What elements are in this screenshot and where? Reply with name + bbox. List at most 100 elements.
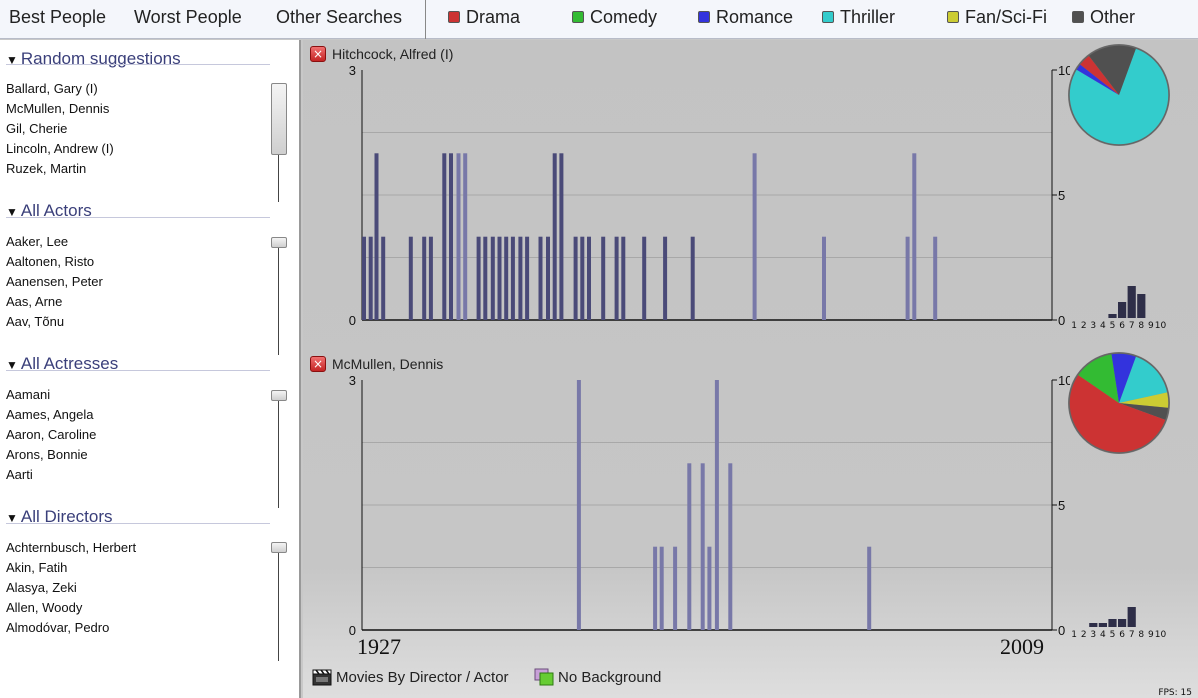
pie-slice — [1119, 403, 1169, 421]
list-item[interactable]: McMullen, Dennis — [6, 101, 110, 116]
list-item[interactable]: Ruzek, Martin — [6, 161, 87, 176]
list-item[interactable]: Aames, Angela — [6, 407, 94, 422]
timeline-bar[interactable] — [912, 153, 917, 320]
genre-drama[interactable]: Drama — [448, 7, 520, 28]
genre-other[interactable]: Other — [1072, 7, 1135, 28]
scrollbar-thumb[interactable] — [271, 390, 287, 401]
scrollbar-thumb[interactable] — [271, 542, 287, 553]
list-item[interactable]: Aarti — [6, 467, 33, 482]
timeline-bar[interactable] — [381, 236, 386, 320]
fps-counter: FPS: 15 — [1158, 688, 1192, 698]
timeline-bar[interactable] — [690, 236, 695, 320]
timeline-bar[interactable] — [456, 153, 461, 320]
timeline-bar[interactable] — [614, 236, 619, 320]
timeline-bar[interactable] — [653, 546, 658, 630]
scrollbar-thumb[interactable] — [271, 237, 287, 248]
scrollbar-track[interactable] — [278, 543, 279, 661]
list-item[interactable]: Achternbusch, Herbert — [6, 540, 137, 555]
scrollbar-track[interactable] — [278, 390, 279, 508]
genre-fan-scifi[interactable]: Fan/Sci-Fi — [947, 7, 1047, 28]
list-item[interactable]: Aaron, Caroline — [6, 427, 97, 442]
timeline-bar[interactable] — [663, 236, 668, 320]
section-all-actors[interactable]: ▼ All Actors — [6, 201, 92, 221]
list-item[interactable]: Gil, Cherie — [6, 121, 68, 136]
timeline-bar[interactable] — [504, 236, 509, 320]
list-item[interactable]: Akin, Fatih — [6, 560, 68, 575]
timeline-bar[interactable] — [867, 546, 872, 630]
list-item[interactable]: Almodóvar, Pedro — [6, 620, 110, 635]
list-item[interactable]: Alasya, Zeki — [6, 580, 77, 595]
list-item[interactable]: Aamani — [6, 387, 51, 402]
timeline-bar[interactable] — [822, 236, 826, 320]
timeline-bar[interactable] — [621, 236, 626, 320]
timeline-bar[interactable] — [408, 236, 413, 320]
list-item[interactable]: Aanensen, Peter — [6, 274, 103, 289]
list-item[interactable]: Aaltonen, Risto — [6, 254, 95, 269]
timeline-bar[interactable] — [497, 236, 502, 320]
timeline-bar[interactable] — [362, 236, 366, 320]
timeline-bar[interactable] — [601, 236, 606, 320]
timeline-bar[interactable] — [707, 546, 712, 630]
timeline-bar[interactable] — [428, 236, 433, 320]
timeline-bar[interactable] — [463, 153, 468, 320]
timeline-bar[interactable] — [642, 236, 647, 320]
movies-by-director-button[interactable]: Movies By Director / Actor — [312, 668, 509, 686]
timeline-bar[interactable] — [490, 236, 495, 320]
genre-comedy[interactable]: Comedy — [572, 7, 657, 28]
menu-worst-people[interactable]: Worst People — [134, 7, 242, 27]
timeline-bar[interactable] — [483, 236, 488, 320]
timeline-bar[interactable] — [573, 236, 578, 320]
list-item[interactable]: Aav, Tõnu — [6, 314, 65, 329]
timeline-bar[interactable] — [673, 546, 678, 630]
no-background-button[interactable]: No Background — [534, 668, 661, 686]
section-all-actresses[interactable]: ▼ All Actresses — [6, 354, 118, 374]
timeline-bar[interactable] — [700, 463, 705, 630]
timeline-bar[interactable] — [587, 236, 591, 320]
timeline-bar[interactable] — [525, 236, 530, 320]
scrollbar-thumb[interactable] — [271, 83, 287, 155]
timeline-bar[interactable] — [714, 380, 719, 630]
timeline-bar[interactable] — [905, 236, 910, 320]
timeline-bar[interactable] — [546, 236, 550, 320]
timeline-bar[interactable] — [422, 236, 427, 320]
list-item[interactable]: Aas, Arne — [6, 294, 63, 309]
timeline-bar[interactable] — [538, 236, 543, 320]
pie-slice — [1119, 392, 1170, 408]
right-axis-tick-label: 10 — [1058, 373, 1070, 388]
timeline-bar[interactable] — [687, 463, 692, 630]
timeline-bar[interactable] — [728, 463, 733, 630]
timeline-bar[interactable] — [368, 236, 373, 320]
genre-thriller[interactable]: Thriller — [822, 7, 895, 28]
timeline-bar[interactable] — [933, 236, 938, 320]
timeline-bar[interactable] — [576, 380, 581, 630]
comedy-swatch-icon — [572, 11, 584, 23]
timeline-bar[interactable] — [518, 236, 523, 320]
section-divider — [6, 217, 270, 218]
histogram-label: 1 — [1071, 630, 1077, 640]
timeline-bar[interactable] — [552, 153, 557, 320]
timeline-bar[interactable] — [476, 236, 481, 320]
list-item[interactable]: Ballard, Gary (I) — [6, 81, 98, 96]
timeline-bar[interactable] — [449, 153, 453, 320]
histogram-label: 7 — [1129, 630, 1135, 640]
timeline-bar[interactable] — [559, 153, 564, 320]
list-item[interactable]: Allen, Woody — [6, 600, 83, 615]
timeline-bar[interactable] — [752, 153, 757, 320]
list-item[interactable]: Aaker, Lee — [6, 234, 69, 249]
scrollbar-track[interactable] — [278, 237, 279, 355]
timeline-bar[interactable] — [659, 546, 664, 630]
genre-romance[interactable]: Romance — [698, 7, 793, 28]
section-all-directors[interactable]: ▼ All Directors — [6, 507, 113, 527]
timeline-bar[interactable] — [374, 153, 379, 320]
histogram-label: 5 — [1110, 630, 1116, 640]
timeline-bar[interactable] — [580, 236, 585, 320]
close-icon[interactable]: × — [310, 356, 326, 372]
timeline-bar[interactable] — [510, 236, 515, 320]
timeline-bar[interactable] — [442, 153, 447, 320]
menu-other-searches[interactable]: Other Searches — [276, 7, 403, 27]
menu-best-people[interactable]: Best People — [9, 7, 107, 27]
close-icon[interactable]: × — [310, 46, 326, 62]
list-item[interactable]: Lincoln, Andrew (I) — [6, 141, 114, 156]
list-item[interactable]: Arons, Bonnie — [6, 447, 88, 462]
section-random-suggestions[interactable]: ▼ Random suggestions — [6, 49, 181, 69]
